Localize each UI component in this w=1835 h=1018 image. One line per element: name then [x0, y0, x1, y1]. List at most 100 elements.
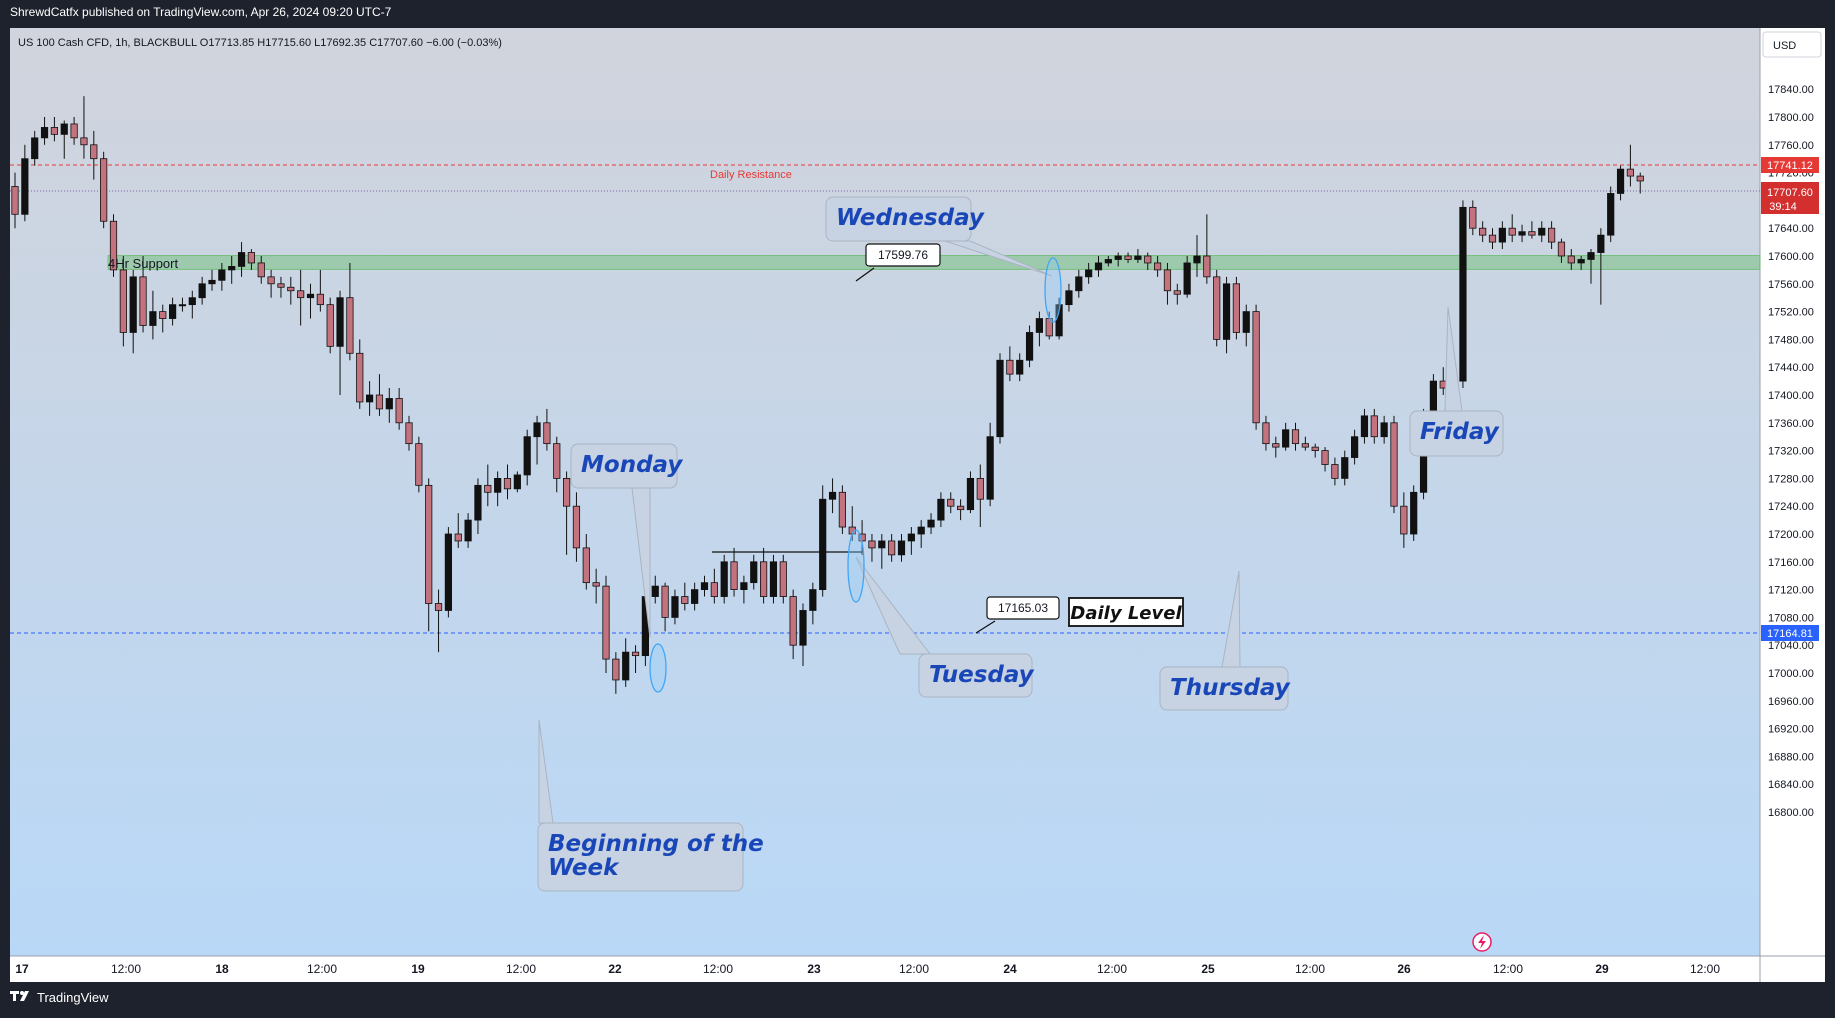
candle-body: [218, 269, 226, 281]
resistance-price-label: 17741.12: [1767, 160, 1813, 172]
candle-body: [1479, 227, 1487, 236]
time-tick-label: 19: [411, 962, 425, 976]
candle-body: [297, 290, 305, 299]
candle-body: [710, 582, 718, 597]
candle-body: [434, 603, 443, 611]
candle-body: [503, 477, 512, 490]
callout-friday-box: [1409, 410, 1504, 457]
candle-body: [1173, 290, 1181, 295]
callout-beginning-week-box: [537, 822, 744, 892]
candle-body: [819, 498, 827, 590]
lightning-icon[interactable]: [1472, 932, 1492, 952]
callout-monday[interactable]: Monday: [570, 443, 683, 639]
candle-body: [1636, 175, 1644, 182]
candle-body: [365, 394, 374, 403]
candle-body: [149, 311, 157, 326]
candle-body: [1291, 429, 1300, 445]
candle-body: [1341, 457, 1349, 479]
price-axis[interactable]: 17840.0017800.0017760.0017720.0017680.00…: [1761, 84, 1819, 819]
candle-body: [1626, 168, 1634, 177]
candle-body: [90, 144, 98, 160]
daily-level-box[interactable]: [1068, 597, 1184, 627]
candle-body: [622, 651, 630, 681]
candle-body: [651, 585, 659, 597]
candle-body: [809, 589, 817, 611]
highlight-ellipse: [1044, 257, 1062, 323]
price-tag-17165-text: 17165.03: [998, 601, 1048, 615]
currency-button[interactable]: [1762, 31, 1822, 58]
price-tick-label: 17760.00: [1768, 140, 1814, 152]
candle-body: [976, 477, 984, 500]
time-tick-label: 12:00: [1295, 962, 1325, 976]
candle-body: [188, 297, 196, 306]
time-tick-label: 12:00: [307, 962, 337, 976]
candle-body: [316, 293, 324, 306]
resistance-price-label-bg: [1761, 157, 1819, 173]
last-price-label: 17707.60: [1767, 187, 1813, 199]
candle-body: [1065, 290, 1073, 306]
price-tick-label: 17000.00: [1768, 668, 1814, 680]
candle-body: [1498, 227, 1506, 243]
candle-body: [1016, 359, 1024, 375]
time-tick-label: 23: [807, 962, 821, 976]
candle-body: [1144, 255, 1152, 264]
candle-body: [1272, 443, 1280, 448]
candle-body: [1597, 234, 1605, 253]
candle-body: [178, 304, 187, 307]
price-tag-17165-box[interactable]: [986, 596, 1060, 620]
candle-body: [1331, 464, 1339, 479]
candle-body: [119, 269, 127, 333]
price-tick-label: 17440.00: [1768, 362, 1814, 374]
callout-thursday[interactable]: Thursday: [1159, 570, 1291, 711]
daily-level-price-label-bg: [1761, 625, 1819, 641]
candle-body: [1301, 443, 1309, 448]
candle-body: [996, 359, 1004, 438]
candle-body: [878, 540, 886, 549]
candle-body: [582, 547, 590, 584]
candle-body: [70, 123, 78, 139]
candle-body: [799, 610, 807, 646]
highlight-ellipse: [847, 529, 865, 603]
candle-body: [198, 283, 206, 299]
candle-body: [1410, 491, 1418, 535]
price-tick-label: 17800.00: [1768, 112, 1814, 124]
candle-body: [868, 540, 876, 549]
currency-label: USD: [1773, 40, 1796, 52]
price-tick-label: 17120.00: [1768, 585, 1814, 597]
candle-body: [375, 394, 384, 410]
candle-body: [1094, 262, 1103, 271]
candle-body: [563, 477, 571, 507]
candle-body: [1607, 193, 1615, 236]
callout-wednesday-text: Wednesday: [836, 205, 985, 231]
candle-body: [691, 589, 699, 604]
time-tick-label: 12:00: [1097, 962, 1127, 976]
candle-body: [1203, 255, 1211, 278]
candle-body: [247, 252, 255, 264]
time-tick-label: 22: [608, 962, 622, 976]
candle-body: [1085, 269, 1093, 278]
time-axis[interactable]: 17 12:00 18 12:00 19 12:00 22 12:00 23 12:00 24 12:…: [15, 962, 1720, 976]
candle-body: [1075, 276, 1083, 292]
candle-body: [405, 422, 413, 445]
daily-resistance-label: Daily Resistance: [710, 169, 792, 181]
callout-friday[interactable]: Friday: [1409, 306, 1504, 457]
callout-tuesday[interactable]: Tuesday: [855, 556, 1035, 698]
candle-body: [1557, 241, 1566, 257]
candle-body: [957, 505, 965, 511]
candle-body: [109, 220, 118, 271]
candle-body: [1252, 311, 1260, 424]
time-tick-label: 12:00: [1493, 962, 1523, 976]
candle-body: [11, 186, 19, 215]
candle-body: [60, 123, 68, 135]
candle-body: [454, 533, 462, 542]
price-tag-17599-box[interactable]: [865, 243, 941, 267]
brand-name: TradingView: [37, 990, 109, 1005]
callout-wednesday[interactable]: Wednesday: [825, 196, 1053, 277]
candle-body: [1104, 259, 1112, 264]
candle-body: [986, 436, 994, 500]
candle-body: [1134, 255, 1142, 260]
time-tick-label: 18: [215, 962, 229, 976]
candle-body: [1311, 446, 1319, 451]
